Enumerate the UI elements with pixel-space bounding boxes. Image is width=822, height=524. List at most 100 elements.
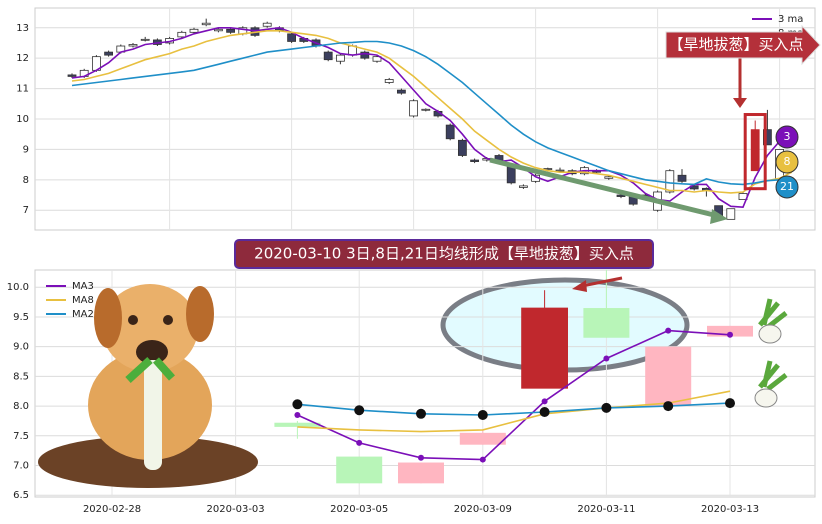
ma-line bbox=[71, 40, 792, 186]
leek-icons bbox=[754, 298, 788, 408]
highlight-box bbox=[743, 113, 767, 191]
y-tick-label: 10.0 bbox=[7, 282, 29, 293]
candle-body bbox=[677, 174, 687, 182]
ma-marker bbox=[418, 454, 424, 461]
candle-body bbox=[445, 124, 455, 140]
candle-body bbox=[457, 139, 467, 156]
signal-box bbox=[665, 24, 821, 66]
ma-marker bbox=[727, 331, 733, 338]
candle-body bbox=[604, 176, 614, 179]
candle-body bbox=[555, 169, 565, 172]
chart-title: 2020-03-10 3日,8日,21日均线形成【旱地拔葱】买入点 bbox=[254, 245, 634, 263]
dog-illustration bbox=[38, 284, 258, 488]
ma-badge-label: 21 bbox=[780, 180, 794, 193]
y-tick-label: 9.5 bbox=[13, 312, 29, 323]
candle-body bbox=[104, 51, 113, 56]
y-tick-label: 13 bbox=[16, 23, 29, 34]
x-tick-label: 2020-03-11 bbox=[577, 504, 635, 515]
title-box bbox=[234, 239, 654, 269]
candle-body bbox=[177, 31, 187, 38]
candle-body bbox=[459, 432, 506, 445]
ma-marker bbox=[539, 407, 550, 418]
trend-arrow-head bbox=[710, 209, 728, 224]
ma-badge-label: 8 bbox=[784, 155, 791, 168]
ma-line bbox=[71, 26, 792, 209]
title-arrow-head bbox=[572, 280, 587, 292]
candle-body bbox=[201, 22, 211, 26]
candle-body bbox=[583, 308, 630, 338]
trend-arrow bbox=[489, 157, 719, 219]
candle-body bbox=[140, 38, 150, 41]
ma-marker bbox=[603, 355, 610, 362]
ma-line bbox=[71, 30, 793, 194]
signal-arrow-head bbox=[733, 98, 747, 108]
y-tick-label: 10 bbox=[16, 114, 29, 125]
ma-badge bbox=[775, 125, 799, 149]
x-tick-label: 2020-03-13 bbox=[701, 504, 759, 515]
ma-marker bbox=[416, 408, 426, 419]
y-tick-label: 8 bbox=[23, 175, 29, 186]
candle-body bbox=[409, 100, 419, 117]
candle-body bbox=[396, 89, 406, 94]
legend-label: 3 ma bbox=[778, 14, 803, 25]
ma-marker bbox=[725, 398, 735, 409]
candle-body bbox=[262, 22, 272, 27]
candle-body bbox=[372, 56, 382, 62]
candle-body bbox=[519, 185, 528, 188]
y-tick-label: 11 bbox=[16, 84, 29, 95]
candle-body bbox=[726, 208, 736, 220]
y-tick-label: 6.5 bbox=[13, 490, 29, 501]
candle-body bbox=[287, 33, 297, 42]
y-tick-label: 7.5 bbox=[13, 431, 29, 442]
ma-badge bbox=[775, 175, 799, 199]
candle-body bbox=[67, 74, 77, 77]
candle-body bbox=[521, 307, 568, 389]
legend-label: MA21 bbox=[72, 309, 100, 320]
signal-label: 【旱地拔葱】买入点 bbox=[668, 36, 803, 54]
y-tick-label: 9.0 bbox=[13, 342, 29, 353]
y-tick-label: 8.5 bbox=[13, 371, 29, 382]
ma-badge-label: 3 bbox=[784, 130, 791, 143]
y-tick-label: 7.0 bbox=[13, 461, 29, 472]
ma-marker bbox=[356, 439, 363, 446]
y-tick-label: 8.0 bbox=[13, 401, 29, 412]
ma-marker bbox=[663, 401, 674, 412]
ma-marker bbox=[294, 411, 301, 418]
candle-body bbox=[274, 422, 321, 427]
candle-body bbox=[360, 51, 370, 59]
legend-label: MA8 bbox=[72, 295, 94, 306]
candle-body bbox=[665, 170, 675, 193]
candle-body bbox=[421, 108, 431, 111]
ma-marker bbox=[541, 398, 548, 405]
candle-body bbox=[616, 194, 626, 197]
candle-body bbox=[750, 129, 760, 172]
y-tick-label: 9 bbox=[23, 144, 29, 155]
ma-marker bbox=[479, 456, 486, 463]
x-tick-label: 2020-03-03 bbox=[207, 504, 265, 515]
ma-line bbox=[297, 329, 731, 461]
candle-body bbox=[470, 159, 480, 162]
candle-body bbox=[128, 44, 138, 47]
candle-body bbox=[398, 462, 444, 484]
x-tick-label: 2020-03-09 bbox=[454, 504, 512, 515]
x-tick-label: 2020-03-05 bbox=[330, 504, 388, 515]
ma-marker bbox=[601, 402, 612, 413]
ma-marker bbox=[354, 405, 365, 416]
candle-body bbox=[763, 129, 772, 146]
candle-body bbox=[213, 28, 223, 32]
candle-body bbox=[384, 79, 394, 83]
ma-marker bbox=[477, 409, 488, 420]
candle-body bbox=[645, 346, 692, 407]
candle-body bbox=[226, 28, 236, 33]
ma-badge bbox=[775, 150, 799, 174]
candle-body bbox=[336, 456, 383, 484]
ma-marker bbox=[292, 399, 303, 410]
candle-body bbox=[707, 325, 753, 337]
legend-label: MA3 bbox=[72, 281, 94, 292]
candle-body bbox=[335, 54, 345, 62]
ma-marker bbox=[665, 327, 672, 334]
candle-body bbox=[323, 51, 333, 61]
candle-body bbox=[189, 28, 199, 33]
x-tick-label: 2020-02-28 bbox=[83, 504, 141, 515]
